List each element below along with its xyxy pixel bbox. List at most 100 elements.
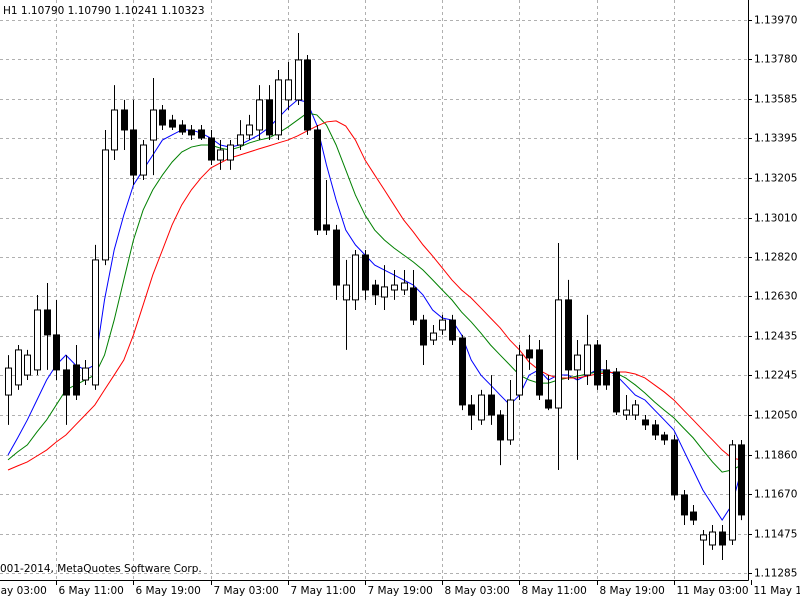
- candle-body: [34, 309, 41, 371]
- candle-body: [256, 99, 263, 131]
- y-tick-label: 1.11670: [754, 489, 797, 501]
- candle-body: [719, 531, 726, 546]
- x-tick-label: 8 May 03:00: [445, 585, 510, 597]
- candle-body: [526, 349, 533, 359]
- x-tick-label: 7 May 19:00: [368, 585, 433, 597]
- candle-body: [420, 319, 427, 346]
- candle-body: [391, 284, 398, 291]
- candle-body: [285, 79, 292, 101]
- candle-body: [111, 109, 118, 151]
- candle-body: [468, 404, 475, 416]
- candle-body: [372, 284, 379, 296]
- candle-body: [594, 344, 601, 386]
- y-tick-label: 1.13970: [754, 15, 797, 27]
- candle-body: [430, 332, 437, 341]
- candle-body: [121, 109, 128, 131]
- candle-body: [15, 349, 22, 386]
- y-tick-label: 1.13010: [754, 213, 797, 225]
- y-tick-label: 1.13395: [754, 133, 797, 145]
- candle-body: [73, 364, 80, 396]
- chart-header: H1 1.10790 1.10790 1.10241 1.10323: [3, 5, 205, 17]
- x-tick-label: 6 May 19:00: [136, 585, 201, 597]
- candle-body: [459, 337, 466, 406]
- candle-body: [246, 124, 253, 136]
- candle-body: [53, 334, 60, 371]
- y-tick-label: 1.12435: [754, 331, 797, 343]
- candle-body: [5, 367, 12, 396]
- x-tick-label: 7 May 03:00: [214, 585, 279, 597]
- y-tick-label: 1.13780: [754, 54, 797, 66]
- candle-body: [266, 99, 273, 136]
- copyright: 001-2014, MetaQuotes Software Corp.: [0, 563, 202, 575]
- candle-body: [565, 299, 572, 371]
- candle-body: [709, 531, 716, 546]
- y-tick-label: 1.13585: [754, 94, 797, 106]
- candle-body: [497, 414, 504, 441]
- y-tick-label: 1.11285: [754, 568, 797, 580]
- candle-body: [44, 309, 51, 336]
- candle-body: [507, 399, 514, 441]
- y-tick-label: 1.11475: [754, 529, 797, 541]
- candle-body: [159, 109, 166, 126]
- candle-body: [516, 354, 523, 396]
- x-tick-label: 11 May 11: [754, 585, 800, 597]
- candle-body: [671, 439, 678, 496]
- candle-body: [323, 224, 330, 231]
- candle-body: [642, 419, 649, 426]
- candle-body: [314, 129, 321, 231]
- candle-body: [208, 137, 215, 161]
- candle-body: [401, 282, 408, 291]
- candle-body: [439, 319, 446, 331]
- candle-body: [449, 319, 456, 341]
- x-tick-label: 6 May 11:00: [59, 585, 124, 597]
- candle-body: [237, 134, 244, 146]
- x-tick-label: 7 May 11:00: [291, 585, 356, 597]
- candle-body: [574, 354, 581, 371]
- y-tick-label: 1.12820: [754, 252, 797, 264]
- candle-body: [102, 149, 109, 261]
- candle-body: [63, 369, 70, 396]
- y-tick-label: 1.12245: [754, 370, 797, 382]
- candle-body: [169, 119, 176, 128]
- candle-body: [24, 354, 31, 376]
- candle-body: [690, 511, 697, 521]
- candle-body: [82, 367, 89, 381]
- y-tick-label: 1.12630: [754, 291, 797, 303]
- candle-body: [333, 229, 340, 286]
- candle-body: [613, 371, 620, 413]
- candle-body: [652, 424, 659, 436]
- candle-body: [188, 129, 195, 136]
- candle-body: [130, 129, 137, 176]
- y-tick-label: 1.13205: [754, 173, 797, 185]
- candle-body: [217, 149, 224, 161]
- candle-body: [545, 399, 552, 409]
- candle-body: [478, 394, 485, 421]
- candle-body: [536, 349, 543, 396]
- x-tick-label: 8 May 11:00: [522, 585, 587, 597]
- y-tick-label: 1.11860: [754, 450, 797, 462]
- candle-body: [343, 284, 350, 301]
- candle-body: [352, 254, 359, 301]
- y-tick-label: 1.12050: [754, 410, 797, 422]
- x-tick-label: 8 May 19:00: [600, 585, 665, 597]
- candle-body: [584, 344, 591, 376]
- candle-body: [140, 144, 147, 176]
- x-tick-label: 6 May 03:00: [0, 585, 47, 597]
- candle-body: [623, 409, 630, 416]
- candle-body: [275, 79, 282, 136]
- candle-body: [92, 259, 99, 386]
- candle-body: [632, 404, 639, 416]
- candle-body: [681, 494, 688, 516]
- candle-body: [362, 254, 369, 291]
- candle-body: [488, 394, 495, 416]
- candle-body: [729, 444, 736, 541]
- candle-body: [410, 287, 417, 321]
- candle-body: [603, 369, 610, 386]
- candle-body: [227, 144, 234, 161]
- candle-body: [179, 124, 186, 133]
- candle-body: [700, 534, 707, 541]
